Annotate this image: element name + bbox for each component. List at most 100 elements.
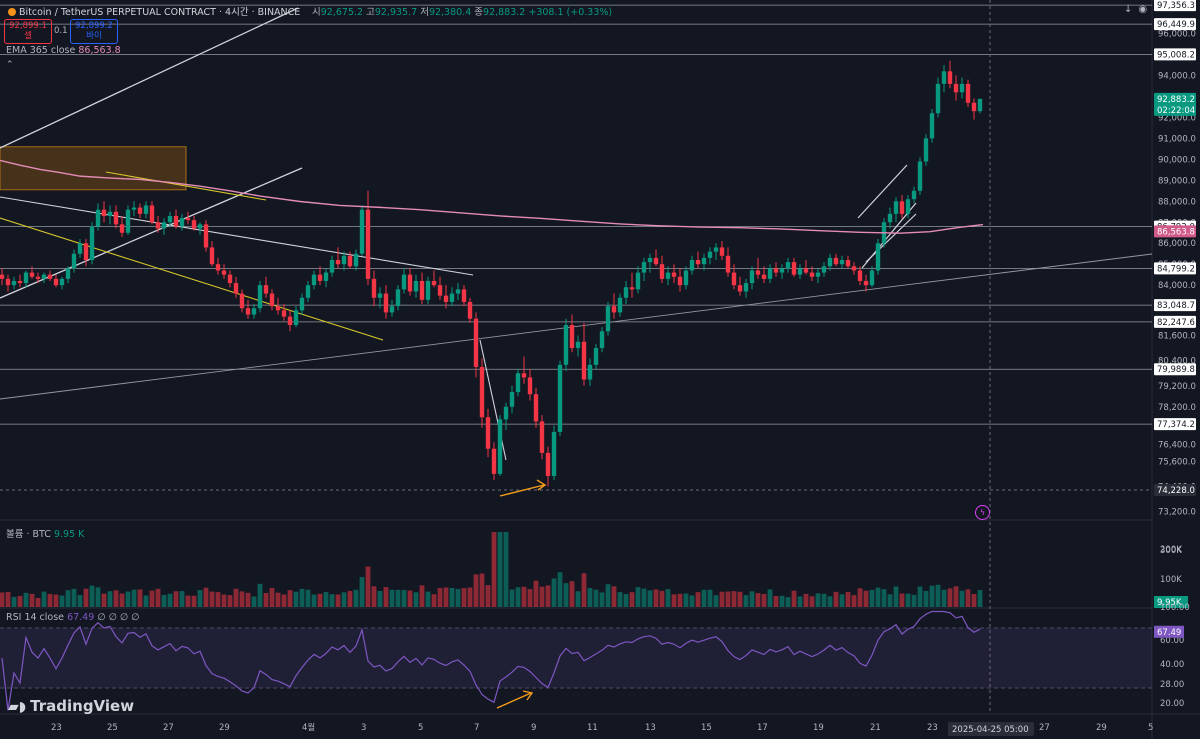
rsi-last-tag: 67.49 xyxy=(1154,625,1184,638)
symbol-title[interactable]: Bitcoin / TetherUS PERPETUAL CONTRACT · … xyxy=(8,4,300,18)
candle xyxy=(539,415,545,460)
flag-lower-2 xyxy=(865,213,917,263)
volume-bar xyxy=(47,593,53,607)
buy-button[interactable]: 92,899.2 바이 xyxy=(70,19,118,44)
candle-body xyxy=(95,209,101,227)
rsi-line xyxy=(1,610,981,711)
candle xyxy=(95,203,101,231)
candle xyxy=(629,272,635,298)
candle-body xyxy=(605,306,611,332)
time-tick-label: 21 xyxy=(870,723,881,733)
candle-body xyxy=(185,218,191,221)
candle xyxy=(737,276,743,296)
candle-body xyxy=(539,421,545,453)
volume-bar xyxy=(551,578,557,607)
candle xyxy=(65,266,71,284)
candle xyxy=(581,322,587,386)
candle-body xyxy=(821,266,827,273)
volume-bar xyxy=(287,590,293,607)
volume-bar xyxy=(971,593,977,607)
candle-body xyxy=(503,406,509,420)
candle-body xyxy=(479,366,485,418)
volume-bar xyxy=(269,587,275,607)
ema-legend[interactable]: EMA 365 close 86,563.8 xyxy=(6,45,121,56)
candle xyxy=(899,195,905,219)
time-tick-label: 9 xyxy=(531,723,536,733)
time-tick-label: 25 xyxy=(107,723,118,733)
lightning-icon[interactable]: ϟ xyxy=(975,505,990,520)
volume-bar xyxy=(245,592,251,607)
volume-bar xyxy=(251,596,257,607)
candle xyxy=(287,310,293,332)
time-cursor-bg xyxy=(948,722,1034,736)
volume-legend[interactable]: 볼륨 · BTC 9.95 K xyxy=(6,529,85,540)
candle-body xyxy=(293,310,299,325)
price-tag-bg xyxy=(1154,299,1196,312)
price-tag-label: 82,247.6 xyxy=(1157,318,1195,328)
candle-body xyxy=(263,285,269,294)
volume-bar xyxy=(209,591,215,607)
candle xyxy=(707,247,713,265)
candle-body xyxy=(827,257,833,267)
candle xyxy=(773,262,779,277)
rsi-legend[interactable]: RSI 14 close 67.49 ∅ ∅ ∅ ∅ xyxy=(6,612,140,623)
candle xyxy=(143,201,149,219)
volume-bar xyxy=(407,590,413,607)
price-tick-label: 86,000.0 xyxy=(1158,239,1196,249)
candle-body xyxy=(257,285,263,309)
candle-body xyxy=(917,161,923,191)
candle-body xyxy=(551,431,557,476)
volume-bar xyxy=(917,586,923,607)
candle xyxy=(683,266,689,290)
candle xyxy=(545,446,551,487)
volume-bar xyxy=(797,596,803,607)
volume-bar xyxy=(107,591,113,607)
price-tag: 92,883.2 xyxy=(1154,92,1196,105)
candle-body xyxy=(221,270,227,275)
volume-bar xyxy=(815,593,821,607)
candle xyxy=(977,98,983,114)
candle xyxy=(527,369,533,401)
candle-body xyxy=(893,201,899,214)
price-tick-label: 84,000.0 xyxy=(1158,281,1196,291)
volume-bar xyxy=(563,583,569,607)
price-tick-label: 96,000.0 xyxy=(1158,30,1196,40)
candle xyxy=(281,304,287,321)
price-tick-label: 73,200.0 xyxy=(1158,508,1196,518)
volume-bar xyxy=(509,589,515,607)
candle xyxy=(119,215,125,237)
sell-button[interactable]: 92,899.1 셀 xyxy=(4,19,52,44)
price-tick-label: 92,000.0 xyxy=(1158,113,1196,123)
candle xyxy=(503,402,509,430)
candle-body xyxy=(485,417,491,449)
time-cursor-label: 2025-04-25 05:00 xyxy=(948,722,1034,736)
volume-bar xyxy=(641,588,647,607)
candle xyxy=(671,264,677,284)
volume-tick-label: 300K xyxy=(1160,546,1182,556)
arrow-down-icon[interactable]: ↓ xyxy=(1124,4,1139,15)
candle xyxy=(47,270,53,281)
candle xyxy=(5,274,11,292)
candle-body xyxy=(407,274,413,292)
collapse-legend-icon[interactable]: ⌃ xyxy=(6,60,14,70)
candle xyxy=(803,260,809,275)
price-tag-label: 02:22:04 xyxy=(1157,106,1195,116)
candle xyxy=(563,318,569,372)
volume-bar xyxy=(389,589,395,607)
candle xyxy=(653,249,659,267)
candle-body xyxy=(443,295,449,302)
price-tag-bg xyxy=(1154,0,1196,12)
eye-icon[interactable]: ◉ xyxy=(1138,4,1154,15)
price-tag-bg xyxy=(1154,315,1196,328)
volume-bar xyxy=(935,584,941,607)
candle xyxy=(83,239,89,267)
candle-body xyxy=(209,247,215,265)
candle xyxy=(725,247,731,277)
rsi-tick-label: 60.00 xyxy=(1160,636,1184,646)
candle xyxy=(815,268,821,284)
price-tag-bg xyxy=(1154,18,1196,31)
volume-bar xyxy=(377,590,383,607)
candle xyxy=(317,266,323,286)
time-tick-label: 29 xyxy=(219,723,230,733)
